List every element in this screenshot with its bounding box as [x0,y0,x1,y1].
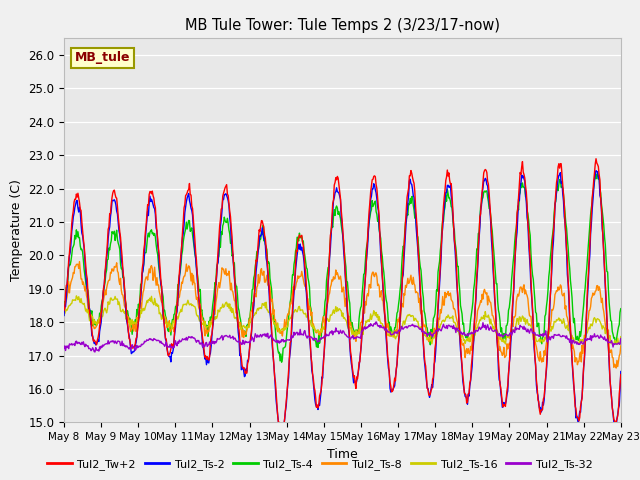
Legend: Tul2_Tw+2, Tul2_Ts-2, Tul2_Ts-4, Tul2_Ts-8, Tul2_Ts-16, Tul2_Ts-32: Tul2_Tw+2, Tul2_Ts-2, Tul2_Ts-4, Tul2_Ts… [43,455,597,474]
Title: MB Tule Tower: Tule Temps 2 (3/23/17-now): MB Tule Tower: Tule Temps 2 (3/23/17-now… [185,18,500,33]
X-axis label: Time: Time [327,448,358,461]
Y-axis label: Temperature (C): Temperature (C) [10,180,22,281]
Text: MB_tule: MB_tule [75,51,131,64]
